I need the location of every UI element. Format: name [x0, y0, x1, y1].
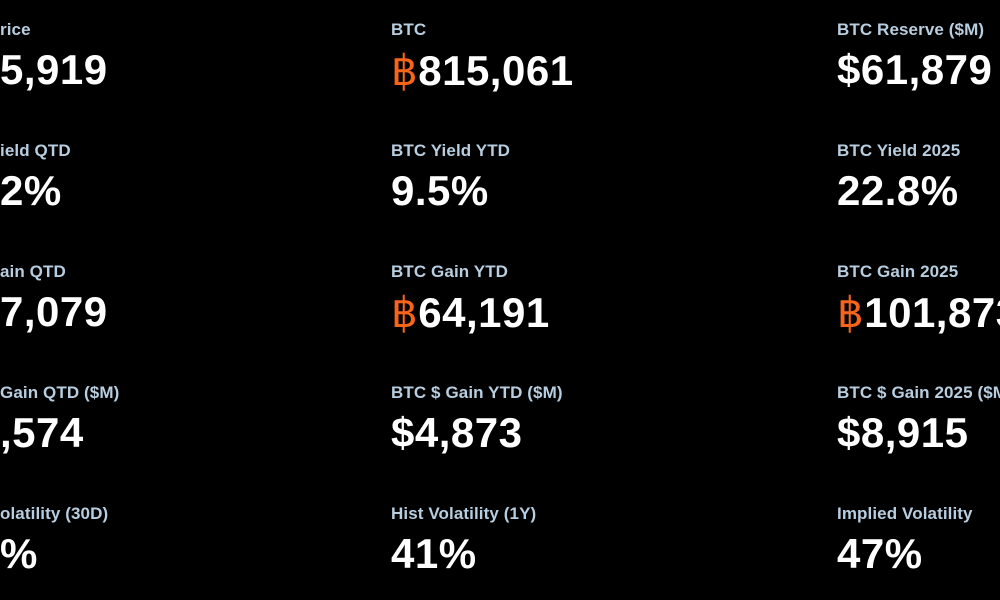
metric-value-text: $61,879 — [837, 46, 993, 93]
metric-value-text: % — [0, 530, 38, 577]
metric-value: $61,879 — [837, 46, 992, 94]
metric-value-text: 815,061 — [418, 47, 574, 94]
metric-label: BTC Reserve ($M) — [837, 20, 985, 39]
metric-label: rice — [0, 20, 31, 39]
metric-value-text: 22.8% — [837, 167, 959, 214]
metric-value-text: 64,191 — [418, 289, 550, 336]
metric-value: 5,919 — [0, 46, 108, 94]
metric-value: 2% — [0, 167, 62, 215]
metric-value-text: ,574 — [0, 409, 84, 456]
metric-value-text: 9.5% — [391, 167, 489, 214]
metric-label: BTC $ Gain YTD ($M) — [391, 383, 563, 402]
metric-value: 22.8% — [837, 167, 959, 215]
metric-value: % — [0, 530, 38, 578]
metric-label: BTC Yield 2025 — [837, 141, 961, 160]
metric-value-text: 47% — [837, 530, 923, 577]
metric-label: BTC $ Gain 2025 ($M) — [837, 383, 1000, 402]
metric-value: 47% — [837, 530, 923, 578]
metric-value-text: 41% — [391, 530, 477, 577]
metric-value-text: 2% — [0, 167, 62, 214]
metric-label: BTC Yield YTD — [391, 141, 511, 160]
metric-value: $4,873 — [391, 409, 522, 457]
metric-value-text: 101,873 — [864, 289, 1000, 336]
metric-value: 7,079 — [0, 288, 108, 336]
metric-value: 9.5% — [391, 167, 489, 215]
metric-value: $8,915 — [837, 409, 968, 457]
metric-value-text: 7,079 — [0, 288, 108, 335]
bitcoin-icon: ฿ — [391, 288, 419, 337]
metric-label: olatility (30D) — [0, 504, 109, 523]
metric-label: ain QTD — [0, 262, 66, 281]
metric-label: Gain QTD ($M) — [0, 383, 120, 402]
metric-label: BTC — [391, 20, 427, 39]
metric-value-text: $8,915 — [837, 409, 969, 456]
metric-value-text: $4,873 — [391, 409, 523, 456]
bitcoin-icon: ฿ — [391, 46, 419, 95]
metric-label: ield QTD — [0, 141, 71, 160]
metric-value: ฿101,873 — [837, 288, 1000, 337]
metric-value: ,574 — [0, 409, 84, 457]
bitcoin-icon: ฿ — [837, 288, 865, 337]
metric-value: ฿815,061 — [391, 46, 574, 95]
metric-value-text: 5,919 — [0, 46, 108, 93]
metric-value: 41% — [391, 530, 477, 578]
metric-label: Implied Volatility — [837, 504, 973, 523]
metric-label: Hist Volatility (1Y) — [391, 504, 537, 523]
metric-label: BTC Gain 2025 — [837, 262, 959, 281]
metric-label: BTC Gain YTD — [391, 262, 509, 281]
metric-value: ฿64,191 — [391, 288, 550, 337]
